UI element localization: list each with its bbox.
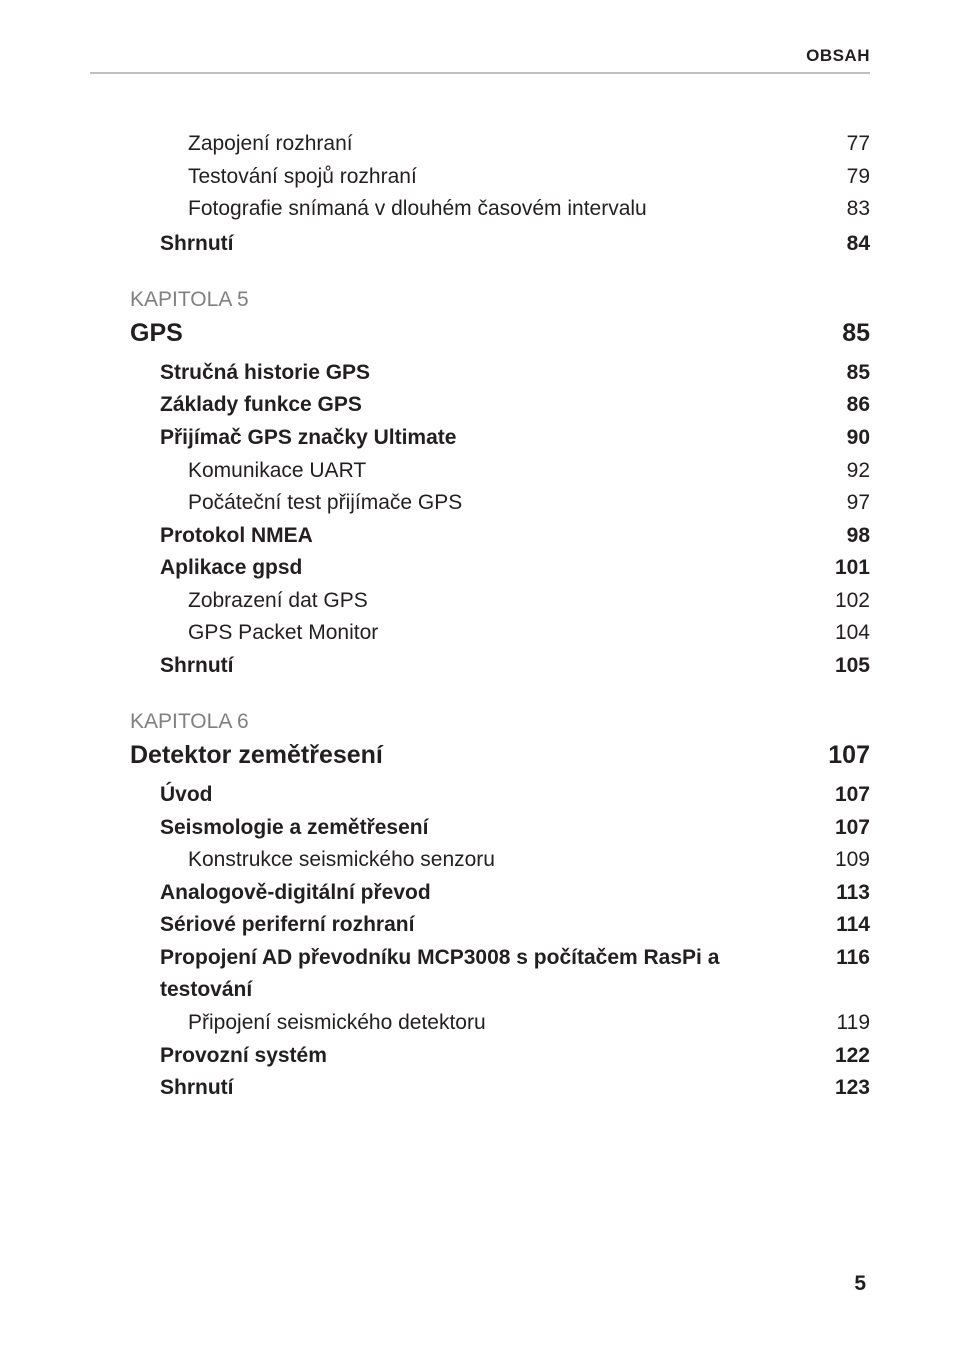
toc-row: Shrnutí 123 (160, 1072, 870, 1105)
toc-page: 86 (820, 389, 870, 422)
running-head: OBSAH (806, 46, 870, 66)
toc-page: 98 (820, 520, 870, 553)
toc-label: Shrnutí (160, 1072, 820, 1105)
toc-page: 97 (820, 487, 870, 520)
toc-row: Sériové periferní rozhraní 114 (160, 909, 870, 942)
toc-content: Zapojení rozhraní 77 Testování spojů roz… (130, 128, 870, 1105)
toc-row: GPS Packet Monitor 104 (188, 617, 870, 650)
toc-page: 104 (820, 617, 870, 650)
toc-row: Připojení seismického detektoru 119 (188, 1007, 870, 1040)
toc-row: Protokol NMEA 98 (160, 520, 870, 553)
toc-label: Konstrukce seismického senzoru (188, 844, 820, 877)
toc-page: 90 (820, 422, 870, 455)
toc-label: GPS Packet Monitor (188, 617, 820, 650)
toc-row: Provozní systém 122 (160, 1040, 870, 1073)
toc-page: 107 (820, 812, 870, 845)
toc-page: 101 (820, 552, 870, 585)
toc-page: 79 (820, 161, 870, 194)
toc-row: Testování spojů rozhraní 79 (188, 161, 870, 194)
toc-page: 84 (820, 228, 870, 261)
toc-row: Zapojení rozhraní 77 (188, 128, 870, 161)
toc-row: Seismologie a zemětřesení 107 (160, 812, 870, 845)
toc-row: Stručná historie GPS 85 (160, 357, 870, 390)
toc-row: Zobrazení dat GPS 102 (188, 585, 870, 618)
toc-page: 77 (820, 128, 870, 161)
toc-label: Přijímač GPS značky Ultimate (160, 422, 820, 455)
toc-page: 92 (820, 455, 870, 488)
chapter-page: 107 (820, 736, 870, 775)
toc-label: Propojení AD převodníku MCP3008 s počíta… (160, 942, 820, 1007)
toc-label: Úvod (160, 779, 820, 812)
chapter-kicker: KAPITOLA 6 (130, 710, 870, 734)
toc-page: 113 (820, 877, 870, 910)
toc-row: Shrnutí 105 (160, 650, 870, 683)
toc-page: 102 (820, 585, 870, 618)
toc-label: Provozní systém (160, 1040, 820, 1073)
toc-page: 123 (820, 1072, 870, 1105)
chapter-page: 85 (820, 314, 870, 353)
toc-row: Konstrukce seismického senzoru 109 (188, 844, 870, 877)
chapter-title: Detektor zemětřesení (130, 736, 820, 775)
toc-label: Připojení seismického detektoru (188, 1007, 820, 1040)
toc-page: 109 (820, 844, 870, 877)
toc-label: Testování spojů rozhraní (188, 161, 820, 194)
toc-label: Shrnutí (160, 650, 820, 683)
toc-page: 83 (820, 193, 870, 226)
toc-label: Seismologie a zemětřesení (160, 812, 820, 845)
toc-label: Fotografie snímaná v dlouhém časovém int… (188, 193, 820, 226)
toc-label: Počáteční test přijímače GPS (188, 487, 820, 520)
toc-page: 107 (820, 779, 870, 812)
chapter-title: GPS (130, 314, 820, 353)
toc-row: Aplikace gpsd 101 (160, 552, 870, 585)
toc-row: Úvod 107 (160, 779, 870, 812)
toc-label: Shrnutí (160, 228, 820, 261)
toc-page: 85 (820, 357, 870, 390)
toc-page: 119 (820, 1007, 870, 1040)
toc-page: 114 (820, 909, 870, 942)
toc-label: Základy funkce GPS (160, 389, 820, 422)
toc-row: Počáteční test přijímače GPS 97 (188, 487, 870, 520)
toc-label: Analogově-digitální převod (160, 877, 820, 910)
toc-label: Sériové periferní rozhraní (160, 909, 820, 942)
chapter-title-row: GPS 85 (130, 314, 870, 353)
toc-label: Zobrazení dat GPS (188, 585, 820, 618)
chapter-title-row: Detektor zemětřesení 107 (130, 736, 870, 775)
toc-row: Komunikace UART 92 (188, 455, 870, 488)
toc-row: Analogově-digitální převod 113 (160, 877, 870, 910)
toc-label: Stručná historie GPS (160, 357, 820, 390)
toc-page: 122 (820, 1040, 870, 1073)
toc-row: Fotografie snímaná v dlouhém časovém int… (188, 193, 870, 226)
toc-row: Přijímač GPS značky Ultimate 90 (160, 422, 870, 455)
toc-label: Komunikace UART (188, 455, 820, 488)
header-rule (90, 72, 870, 74)
toc-label: Protokol NMEA (160, 520, 820, 553)
toc-label: Zapojení rozhraní (188, 128, 820, 161)
toc-page: 105 (820, 650, 870, 683)
toc-row: Propojení AD převodníku MCP3008 s počíta… (160, 942, 870, 1007)
page-number: 5 (854, 1272, 866, 1296)
chapter-kicker: KAPITOLA 5 (130, 288, 870, 312)
toc-row: Základy funkce GPS 86 (160, 389, 870, 422)
page: OBSAH Zapojení rozhraní 77 Testování spo… (0, 0, 960, 1356)
toc-page: 116 (820, 942, 870, 975)
toc-label: Aplikace gpsd (160, 552, 820, 585)
toc-row: Shrnutí 84 (160, 228, 870, 261)
